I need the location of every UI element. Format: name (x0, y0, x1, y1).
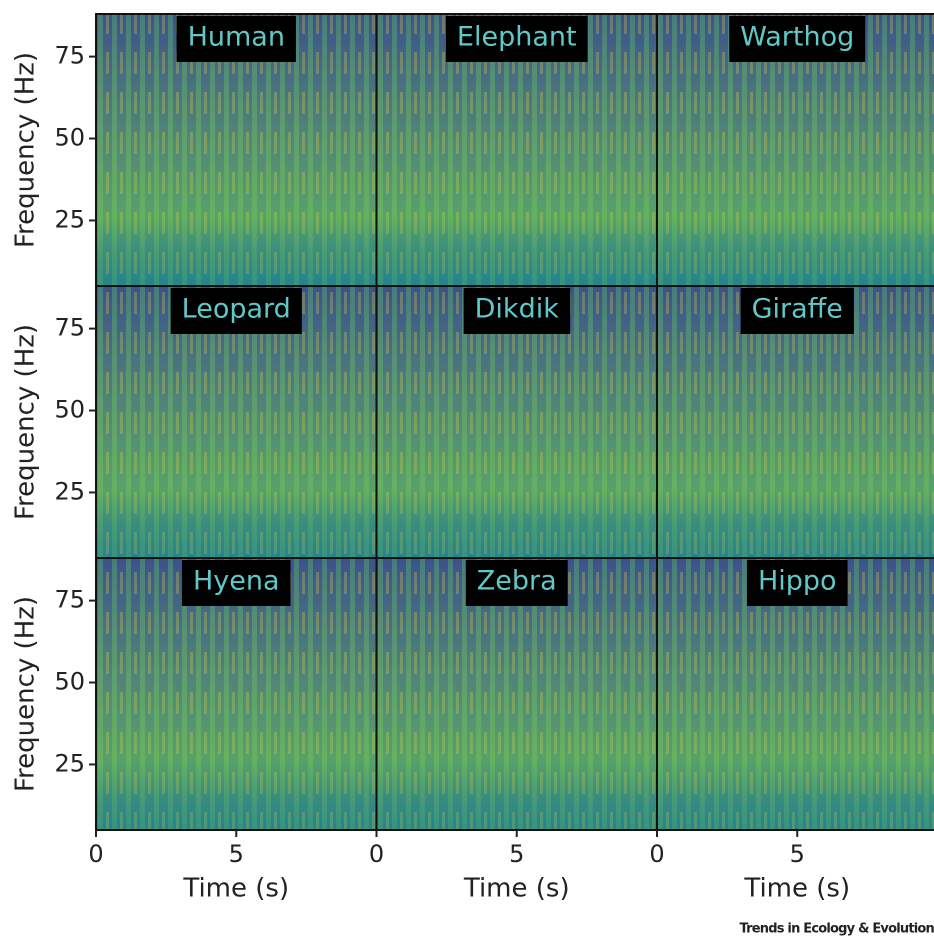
x-axis-label: Time (s) (463, 874, 570, 904)
panel-title: Giraffe (752, 294, 843, 325)
y-tick-label: 75 (54, 42, 85, 70)
panel-title: Hyena (193, 566, 280, 597)
x-tick-label: 5 (509, 840, 524, 868)
y-tick-label: 50 (54, 396, 85, 424)
title-box (176, 16, 296, 62)
title-box (463, 288, 571, 334)
title-box (740, 288, 854, 334)
y-tick-label: 25 (54, 477, 85, 505)
y-tick-label: 25 (54, 205, 85, 233)
x-tick-label: 0 (369, 840, 384, 868)
title-box (729, 16, 866, 62)
x-tick-label: 5 (790, 840, 805, 868)
y-tick-label: 75 (54, 314, 85, 342)
title-box (465, 560, 568, 606)
panel-title: Leopard (182, 294, 291, 325)
y-tick-label: 50 (54, 124, 85, 152)
y-axis-label: Frequency (Hz) (11, 324, 41, 520)
x-tick-label: 0 (649, 840, 664, 868)
panel-title: Human (188, 22, 285, 53)
y-tick-label: 75 (54, 586, 85, 614)
y-axis-label: Frequency (Hz) (11, 596, 41, 792)
x-tick-label: 0 (88, 840, 103, 868)
y-tick-label: 50 (54, 668, 85, 696)
y-axis-label: Frequency (Hz) (11, 52, 41, 248)
x-tick-label: 5 (229, 840, 244, 868)
x-axis-label: Time (s) (182, 874, 289, 904)
x-axis-label: Time (s) (743, 874, 850, 904)
panel-title: Hippo (758, 566, 837, 597)
title-box (170, 288, 302, 334)
panel-title: Zebra (477, 566, 557, 597)
title-box (746, 560, 848, 606)
y-tick-label: 25 (54, 749, 85, 777)
panel-title: Elephant (457, 22, 577, 53)
title-box (181, 560, 291, 606)
source-credit: Trends in Ecology & Evolution (740, 922, 934, 937)
title-box (445, 16, 588, 62)
panel-title: Dikdik (475, 294, 560, 325)
panel-title: Warthog (740, 22, 854, 53)
